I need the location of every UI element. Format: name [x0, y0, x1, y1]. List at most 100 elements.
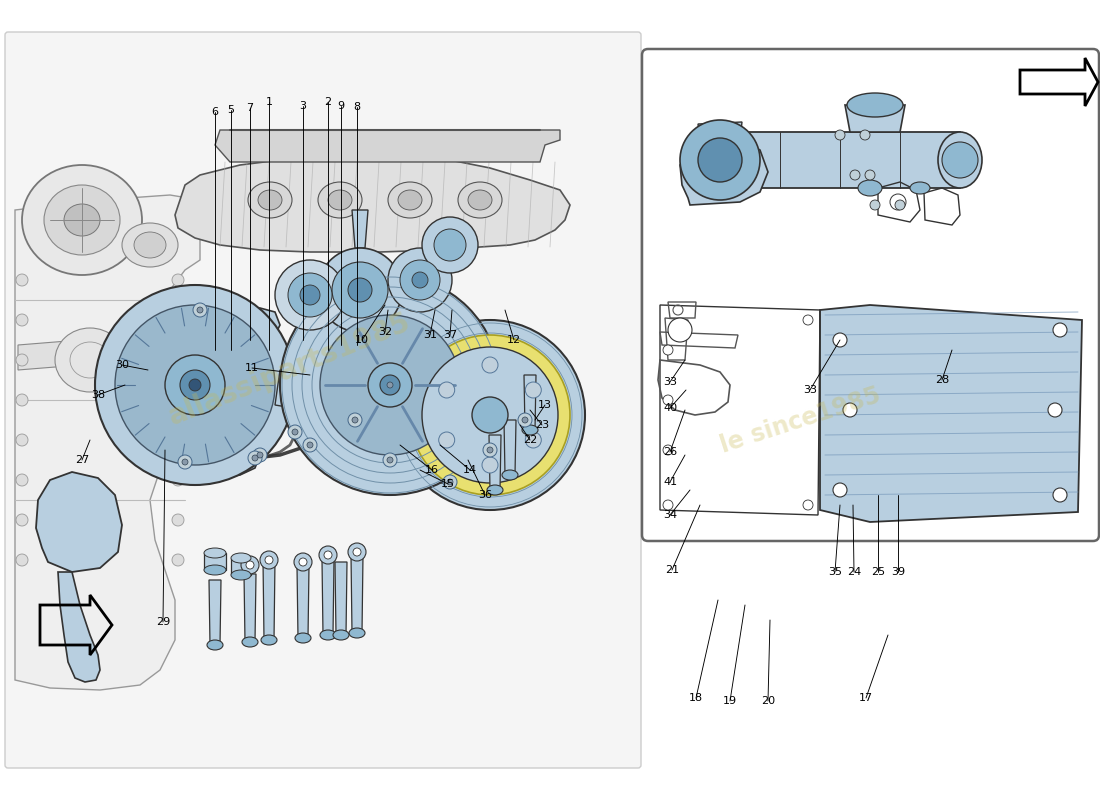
Ellipse shape [253, 448, 267, 462]
Ellipse shape [348, 278, 372, 302]
Polygon shape [183, 308, 280, 345]
Ellipse shape [502, 470, 518, 480]
Text: 23: 23 [535, 420, 549, 430]
Ellipse shape [294, 553, 312, 571]
Text: 2: 2 [324, 97, 331, 107]
Ellipse shape [189, 379, 201, 391]
Ellipse shape [422, 347, 558, 483]
Text: 17: 17 [859, 693, 873, 703]
Polygon shape [524, 375, 536, 430]
Text: 5: 5 [228, 105, 234, 115]
Polygon shape [297, 566, 309, 638]
Ellipse shape [692, 132, 748, 188]
Text: 10: 10 [355, 335, 368, 345]
Ellipse shape [698, 138, 742, 182]
Ellipse shape [487, 447, 493, 453]
Ellipse shape [318, 182, 362, 218]
Ellipse shape [349, 628, 365, 638]
Ellipse shape [172, 554, 184, 566]
Text: 8: 8 [353, 102, 361, 112]
Ellipse shape [443, 475, 456, 489]
Ellipse shape [388, 182, 432, 218]
Ellipse shape [16, 514, 28, 526]
Polygon shape [263, 560, 275, 640]
Ellipse shape [522, 425, 538, 435]
Ellipse shape [447, 479, 453, 485]
Text: 16: 16 [425, 465, 439, 475]
Ellipse shape [663, 500, 673, 510]
Ellipse shape [178, 455, 192, 469]
Text: 3: 3 [299, 101, 307, 111]
Text: 14: 14 [463, 465, 477, 475]
Ellipse shape [258, 190, 282, 210]
Text: 33: 33 [663, 377, 676, 387]
Ellipse shape [663, 345, 673, 355]
Ellipse shape [116, 305, 275, 465]
Polygon shape [490, 435, 500, 490]
Ellipse shape [16, 274, 28, 286]
Ellipse shape [518, 413, 532, 427]
Ellipse shape [16, 394, 28, 406]
Ellipse shape [348, 413, 362, 427]
Ellipse shape [850, 170, 860, 180]
Polygon shape [175, 155, 570, 252]
Ellipse shape [482, 357, 498, 373]
Ellipse shape [180, 370, 210, 400]
Ellipse shape [204, 548, 226, 558]
Text: 29: 29 [156, 617, 170, 627]
Ellipse shape [847, 93, 903, 117]
Text: 32: 32 [378, 327, 392, 337]
Ellipse shape [388, 248, 452, 312]
Ellipse shape [387, 457, 393, 463]
Polygon shape [214, 130, 560, 162]
Text: 9: 9 [338, 101, 344, 111]
Ellipse shape [300, 285, 320, 305]
Ellipse shape [302, 438, 317, 452]
Ellipse shape [910, 182, 930, 194]
Polygon shape [58, 572, 100, 682]
Ellipse shape [410, 335, 570, 495]
Ellipse shape [522, 417, 528, 423]
Ellipse shape [22, 165, 142, 275]
Polygon shape [820, 305, 1082, 522]
Ellipse shape [275, 260, 345, 330]
Ellipse shape [16, 314, 28, 326]
Ellipse shape [16, 434, 28, 446]
Ellipse shape [172, 474, 184, 486]
Ellipse shape [858, 180, 882, 196]
Polygon shape [322, 560, 334, 635]
Ellipse shape [328, 190, 352, 210]
Text: 7: 7 [246, 103, 254, 113]
Ellipse shape [803, 500, 813, 510]
Text: 37: 37 [443, 330, 458, 340]
Ellipse shape [204, 565, 226, 575]
Text: 35: 35 [828, 567, 842, 577]
Polygon shape [36, 472, 122, 572]
Ellipse shape [260, 551, 278, 569]
Polygon shape [336, 562, 346, 635]
Text: 11: 11 [245, 363, 258, 373]
Text: 41: 41 [663, 477, 678, 487]
Ellipse shape [472, 397, 508, 433]
Ellipse shape [368, 363, 412, 407]
Text: 27: 27 [75, 455, 89, 465]
Text: 21: 21 [664, 565, 679, 575]
Ellipse shape [16, 554, 28, 566]
Ellipse shape [299, 558, 307, 566]
Text: 36: 36 [478, 490, 492, 500]
Ellipse shape [526, 382, 541, 398]
Ellipse shape [16, 474, 28, 486]
Ellipse shape [44, 185, 120, 255]
Ellipse shape [172, 434, 184, 446]
Ellipse shape [320, 315, 460, 455]
Ellipse shape [172, 274, 184, 286]
Ellipse shape [663, 445, 673, 455]
Ellipse shape [261, 635, 277, 645]
Ellipse shape [55, 328, 125, 392]
Ellipse shape [64, 204, 100, 236]
Ellipse shape [192, 303, 207, 317]
Ellipse shape [257, 452, 263, 458]
Ellipse shape [231, 553, 251, 563]
Text: 20: 20 [761, 696, 776, 706]
Ellipse shape [265, 556, 273, 564]
